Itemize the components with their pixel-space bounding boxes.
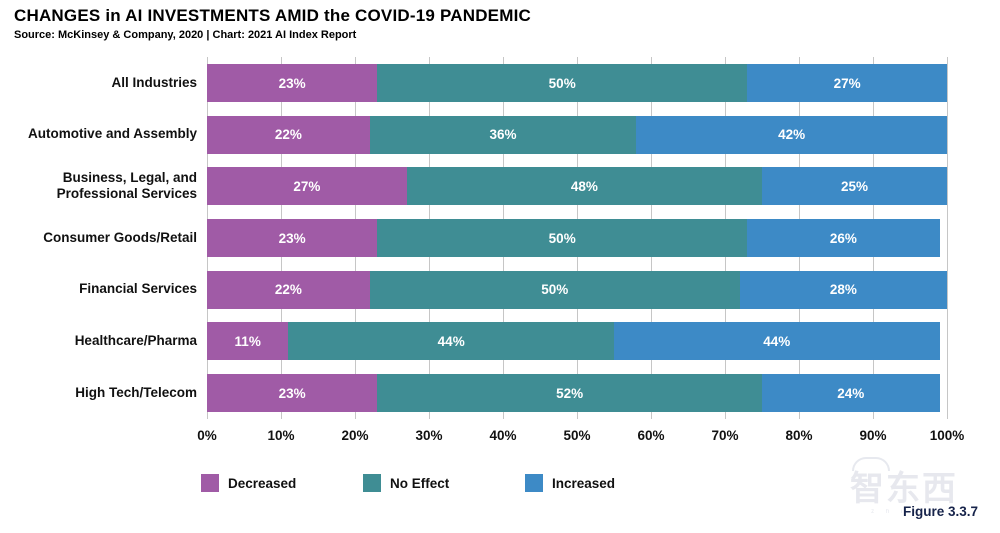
category-labels-column: All Industries Automotive and Assembly Bus… [0,64,197,426]
bar-segment-no-effect: 50% [377,219,748,258]
category-label: Automotive and Assembly [27,126,197,142]
segment-value-label: 28% [829,282,857,298]
category-label: Financial Services [79,281,197,297]
x-axis-tick-label: 20% [341,428,369,443]
segment-value-label: 52% [556,385,584,401]
legend: Decreased No Effect Increased [201,474,687,492]
segment-value-label: 22% [274,282,302,298]
segment-value-label: 27% [293,178,321,194]
segment-value-label: 25% [840,178,868,194]
bar-row: 11% 44% 44% [207,322,947,361]
category-label: All Industries [111,74,197,90]
segment-value-label: 23% [278,230,306,246]
bar-segment-increased: 44% [613,322,940,361]
bar-segment-decreased: 11% [207,322,289,361]
bar-segment-increased: 25% [761,167,947,206]
bar-row: 22% 36% 42% [207,115,947,154]
bar-segment-no-effect: 36% [369,115,637,154]
bar-row: 22% 50% 28% [207,270,947,309]
page-title: CHANGES in AI INVESTMENTS AMID the COVID… [14,6,531,25]
x-axis-tick-label: 70% [711,428,739,443]
figure-label: Figure 3.3.7 [902,504,978,519]
x-axis-tick-label: 50% [563,428,591,443]
legend-item-increased: Increased [525,474,687,492]
segment-value-label: 50% [548,230,576,246]
bar-segment-increased: 42% [636,115,947,154]
x-axis-tick-label: 90% [859,428,887,443]
bar-segment-no-effect: 48% [406,167,762,206]
segment-value-label: 42% [778,127,806,143]
segment-value-label: 48% [570,178,598,194]
segment-value-label: 50% [548,75,576,91]
segment-value-label: 27% [833,75,861,91]
segment-value-label: 36% [489,127,517,143]
watermark-arc-icon [852,457,890,471]
x-axis-tick-label: 0% [197,428,217,443]
bar-segment-no-effect: 44% [288,322,614,361]
bar-row: 23% 50% 26% [207,219,947,258]
bar-segment-no-effect: 50% [369,270,740,309]
bar-row: 23% 52% 24% [207,374,947,413]
bar-segment-decreased: 27% [207,167,407,206]
legend-item-decreased: Decreased [201,474,363,492]
category-label: Healthcare/Pharma [74,333,197,348]
gridline [947,57,948,419]
category-label: Business, Legal, and Professional Servic… [56,169,197,202]
bar-row: 27% 48% 25% [207,167,947,206]
bar-segment-increased: 28% [739,270,947,309]
x-axis-tick-label: 30% [415,428,443,443]
bar-segment-decreased: 23% [207,219,378,258]
bar-segment-increased: 24% [761,374,940,413]
category-label: Consumer Goods/Retail [43,229,197,245]
segment-value-label: 11% [234,333,261,349]
legend-item-label: Increased [552,475,616,491]
x-axis-tick-label: 80% [785,428,813,443]
bars-container: 23% 50% 27% 22% 36% 42% 27% 48% 25% 23% 50% 26% 22% 5… [207,64,947,426]
bar-segment-no-effect: 50% [377,64,748,102]
legend-item-label: No Effect [390,475,450,491]
legend-item-no-effect: No Effect [363,474,525,492]
category-label: High Tech/Telecom [75,384,197,400]
bar-segment-decreased: 22% [207,115,370,154]
legend-swatch-icon [363,474,381,492]
x-axis-tick-label: 100% [929,428,965,443]
x-axis-tick-label: 10% [267,428,295,443]
segment-value-label: 44% [437,333,465,349]
bar-segment-increased: 27% [747,64,947,102]
segment-value-label: 26% [829,230,857,246]
x-axis-tick-label: 60% [637,428,665,443]
bar-segment-no-effect: 52% [377,374,762,413]
bar-segment-decreased: 22% [207,270,370,309]
segment-value-label: 23% [278,75,306,91]
bar-segment-decreased: 23% [207,374,378,413]
chart-subtitle: Source: McKinsey & Company, 2020 | Chart… [14,29,357,41]
x-axis: 0% 10% 20% 30% 40% 50% 60% 70% 80% 90% 100% [197,428,964,448]
legend-item-label: Decreased [228,475,297,491]
legend-swatch-icon [525,474,543,492]
segment-value-label: 44% [763,333,791,349]
legend-swatch-icon [201,474,219,492]
segment-value-label: 50% [541,282,569,298]
segment-value-label: 24% [837,385,865,401]
bar-segment-increased: 26% [747,219,940,258]
x-axis-tick-label: 40% [489,428,517,443]
bar-row: 23% 50% 27% [207,64,947,102]
bar-segment-decreased: 23% [207,64,378,102]
watermark-logo-text: 智东西 [850,470,958,508]
segment-value-label: 23% [278,385,306,401]
segment-value-label: 22% [274,127,302,143]
